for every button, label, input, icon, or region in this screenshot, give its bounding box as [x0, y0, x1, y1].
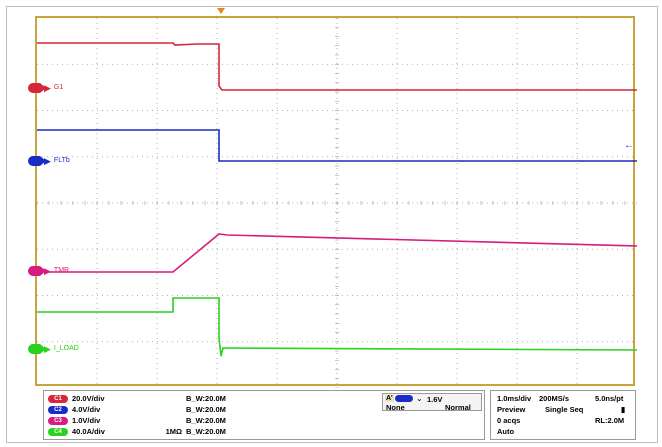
- auto-mode: Auto: [497, 427, 515, 436]
- timebase-panel[interactable]: 1.0ms/div 200MS/s 5.0ns/pt Preview Singl…: [490, 390, 636, 440]
- channel-impedance: 1MΩ: [165, 427, 182, 436]
- scope-window: [6, 6, 658, 443]
- acquisition-count: 0 acqs: [497, 416, 521, 425]
- pointer-icon: ▶: [44, 266, 51, 276]
- acquisition-mode: Single Seq: [545, 405, 584, 414]
- channel-badge-c2: C2: [48, 405, 68, 414]
- trigger-label: A': [385, 395, 394, 402]
- channel-badge-c1: C1: [48, 394, 68, 403]
- channel-row[interactable]: C1 20.0V/div B_W:20.0M: [48, 393, 226, 404]
- channel-4-marker-icon: [28, 344, 46, 354]
- channel-label-iload: I_LOAD: [53, 345, 79, 352]
- record-length: RL:2.0M: [595, 416, 625, 425]
- channel-row[interactable]: C2 4.0V/div B_W:20.0M: [48, 404, 226, 415]
- channel-2-marker-icon: [28, 156, 46, 166]
- channel-1-marker-icon: [28, 83, 46, 93]
- falling-edge-icon: ⌄: [416, 394, 423, 403]
- channel-scale: 4.0V/div: [72, 405, 101, 414]
- trigger-level-marker-icon[interactable]: ←: [624, 140, 634, 151]
- channel-scale: 40.0A/div: [72, 427, 105, 436]
- channel-settings-panel: C1 20.0V/div B_W:20.0M C2 4.0V/div B_W:2…: [43, 390, 485, 440]
- sample-rate: 200MS/s: [539, 394, 570, 403]
- channel-row[interactable]: C3 1.0V/div B_W:20.0M: [48, 415, 226, 426]
- timebase-row-2: Preview Single Seq ▮: [497, 404, 625, 415]
- channel-marker-fltb[interactable]: ▶ FLTb: [28, 155, 70, 167]
- channel-row[interactable]: C4 40.0A/div 1MΩ B_W:20.0M: [48, 426, 226, 437]
- trace-fltb: [37, 129, 637, 162]
- pointer-icon: ▶: [44, 83, 51, 93]
- trace-g1: [37, 42, 637, 91]
- pointer-icon: ▶: [44, 156, 51, 166]
- channel-scale: 20.0V/div: [72, 394, 105, 403]
- trigger-coupling: None: [386, 403, 405, 412]
- channel-marker-iload[interactable]: ▶ I_LOAD: [28, 343, 79, 355]
- channel-bandwidth: B_W:20.0M: [186, 394, 226, 403]
- channel-marker-g1[interactable]: ▶ G1: [28, 82, 63, 94]
- trace-iload: [37, 297, 637, 357]
- channel-bandwidth: B_W:20.0M: [186, 405, 226, 414]
- channel-label-g1: G1: [53, 84, 64, 91]
- acquisition-state: Preview: [497, 405, 526, 414]
- channel-marker-tmr[interactable]: ▶ TMR: [28, 265, 69, 277]
- channel-bandwidth: B_W:20.0M: [186, 416, 226, 425]
- trigger-level: 1.6V: [427, 395, 443, 404]
- time-per-div: 1.0ms/div: [497, 394, 532, 403]
- trigger-source-icon: [395, 395, 413, 402]
- channel-scale: 1.0V/div: [72, 416, 101, 425]
- trace-tmr: [37, 233, 637, 273]
- channel-bandwidth: B_W:20.0M: [186, 427, 226, 436]
- time-resolution: 5.0ns/pt: [595, 394, 624, 403]
- trigger-position-marker-icon[interactable]: [217, 8, 225, 14]
- pointer-icon: ▶: [44, 344, 51, 354]
- run-stop-icon[interactable]: ▮: [621, 405, 626, 414]
- waveform-plot: [37, 18, 637, 388]
- timebase-row-1: 1.0ms/div 200MS/s 5.0ns/pt: [497, 393, 623, 404]
- trigger-mode: Normal: [445, 403, 471, 412]
- trigger-settings[interactable]: A' ⌄ 1.6V None Normal: [382, 393, 482, 412]
- channel-label-tmr: TMR: [53, 267, 70, 274]
- channel-badge-c3: C3: [48, 416, 68, 425]
- channel-badge-c4: C4: [48, 427, 68, 436]
- waveform-display: [35, 16, 637, 388]
- timebase-row-3: 0 acqs RL:2.0M: [497, 415, 624, 426]
- channel-3-marker-icon: [28, 266, 46, 276]
- graticule: [37, 18, 637, 388]
- channel-label-fltb: FLTb: [53, 157, 70, 164]
- timebase-row-4: Auto: [497, 426, 514, 437]
